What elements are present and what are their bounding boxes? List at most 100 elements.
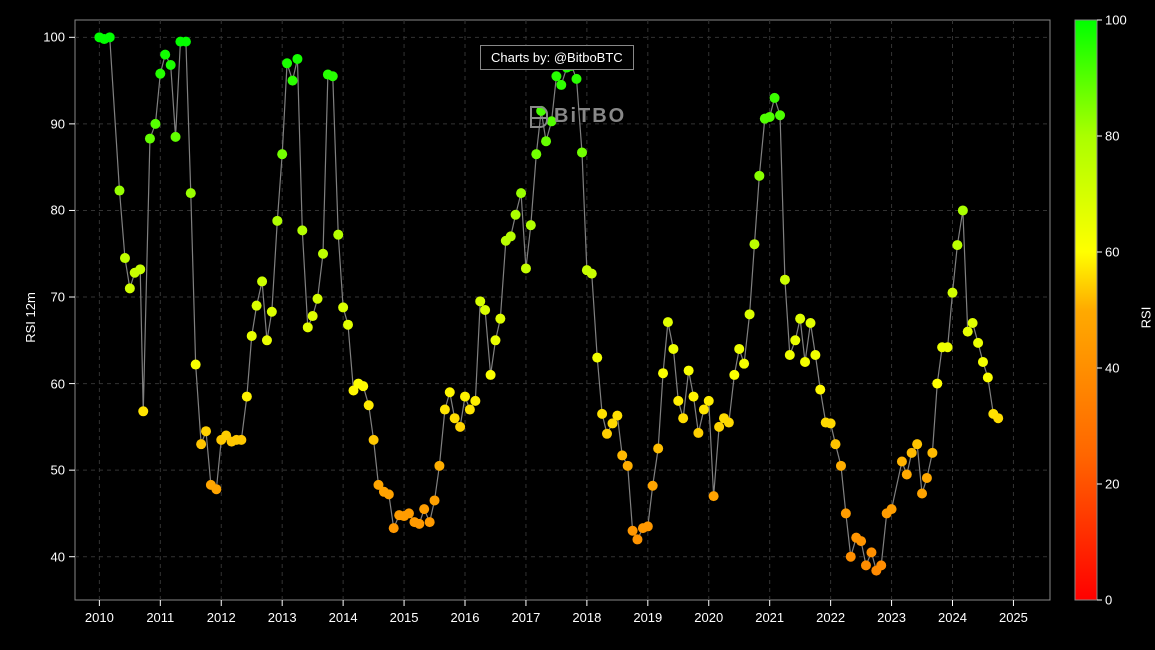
data-point [455,422,465,432]
data-point [430,495,440,505]
data-point [145,134,155,144]
data-point [191,360,201,370]
data-point [663,317,673,327]
data-point [841,508,851,518]
data-point [201,426,211,436]
x-tick-label: 2013 [268,610,297,625]
data-point [120,253,130,263]
x-tick-label: 2015 [390,610,419,625]
x-tick-label: 2020 [694,610,723,625]
data-point [389,523,399,533]
data-point [551,71,561,81]
data-point [831,439,841,449]
data-point [297,225,307,235]
data-point [602,429,612,439]
data-point [948,288,958,298]
data-point [114,186,124,196]
data-point [364,400,374,410]
data-point [658,368,668,378]
data-point [968,318,978,328]
data-point [704,396,714,406]
logo-b-icon [530,106,548,128]
data-point [678,413,688,423]
x-tick-label: 2014 [329,610,358,625]
data-point [511,210,521,220]
data-point [516,188,526,198]
data-point [434,461,444,471]
data-point [907,448,917,458]
data-point [628,526,638,536]
data-point [684,366,694,376]
data-point [963,327,973,337]
data-point [318,249,328,259]
x-tick-label: 2011 [146,610,174,625]
data-point [328,71,338,81]
data-point [282,58,292,68]
data-point [236,435,246,445]
logo-text: BiTBO [554,105,626,128]
y-tick-label: 80 [35,203,65,218]
data-point [531,149,541,159]
data-point [252,301,262,311]
data-point [958,205,968,215]
data-point [186,188,196,198]
data-point [242,392,252,402]
data-point [856,536,866,546]
data-point [836,461,846,471]
data-point [734,344,744,354]
data-point [166,60,176,70]
x-tick-label: 2012 [207,610,236,625]
y-tick-label: 50 [35,463,65,478]
x-tick-label: 2018 [572,610,601,625]
x-tick-label: 2023 [877,610,906,625]
data-point [272,216,282,226]
x-tick-label: 2016 [451,610,480,625]
data-point [490,335,500,345]
data-point [739,359,749,369]
data-point [699,405,709,415]
data-point [689,392,699,402]
data-point [668,344,678,354]
data-point [623,461,633,471]
data-point [673,396,683,406]
data-point [470,396,480,406]
data-point [983,373,993,383]
data-point [338,302,348,312]
data-point [267,307,277,317]
data-point [770,93,780,103]
data-point [765,112,775,122]
y-tick-label: 100 [35,30,65,45]
data-point [343,320,353,330]
data-point [155,69,165,79]
data-point [876,560,886,570]
data-point [465,405,475,415]
data-point [632,534,642,544]
data-point [419,504,429,514]
data-point [866,547,876,557]
data-point [506,231,516,241]
data-point [313,294,323,304]
data-point [541,136,551,146]
data-point [714,422,724,432]
data-point [486,370,496,380]
data-point [445,387,455,397]
x-tick-label: 2024 [938,610,967,625]
data-point [922,473,932,483]
data-point [181,37,191,47]
y-tick-label: 70 [35,290,65,305]
data-point [211,484,221,494]
data-point [105,32,115,42]
data-point [897,456,907,466]
colorbar-tick-label: 0 [1105,593,1112,608]
data-point [912,439,922,449]
data-point [521,263,531,273]
data-point [902,469,912,479]
x-tick-label: 2019 [633,610,662,625]
data-point [993,413,1003,423]
x-tick-label: 2021 [755,610,784,625]
data-point [780,275,790,285]
data-point [303,322,313,332]
y-tick-label: 40 [35,549,65,564]
data-point [308,311,318,321]
data-point [648,481,658,491]
